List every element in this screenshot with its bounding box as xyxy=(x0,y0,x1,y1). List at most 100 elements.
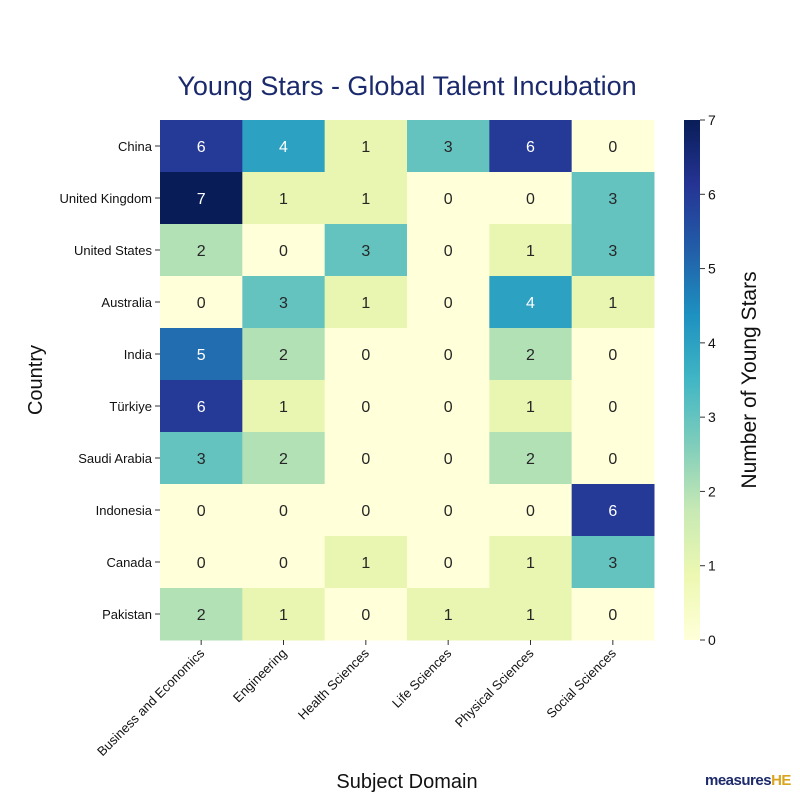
heatmap-cell xyxy=(489,484,573,537)
cell-value-label: 1 xyxy=(361,139,370,156)
heatmap-cell xyxy=(571,328,655,381)
heatmap-cell xyxy=(242,276,326,329)
cell-value-label: 1 xyxy=(526,555,535,572)
cell-value-label: 0 xyxy=(444,451,453,468)
cell-value-label: 5 xyxy=(197,347,206,364)
heatmap-cell xyxy=(489,120,573,173)
cell-value-label: 0 xyxy=(444,555,453,572)
colorbar xyxy=(684,120,700,640)
cell-value-label: 0 xyxy=(608,139,617,156)
colorbar-tick-label: 0 xyxy=(708,632,716,648)
x-tick-label: Health Sciences xyxy=(295,645,372,722)
cell-value-label: 0 xyxy=(444,503,453,520)
heatmap-cell xyxy=(571,432,655,485)
cell-value-label: 0 xyxy=(444,191,453,208)
cell-value-label: 3 xyxy=(608,555,617,572)
cell-value-label: 0 xyxy=(279,503,288,520)
heatmap-cell xyxy=(571,380,655,433)
y-tick-label: Pakistan xyxy=(102,607,152,622)
cell-value-label: 0 xyxy=(279,555,288,572)
heatmap-cell xyxy=(571,120,655,173)
cell-value-label: 3 xyxy=(279,295,288,312)
colorbar-tick-label: 3 xyxy=(708,409,716,425)
heatmap-cell xyxy=(489,432,573,485)
cell-value-label: 3 xyxy=(361,243,370,260)
y-tick-label: Indonesia xyxy=(96,503,153,518)
cell-value-label: 4 xyxy=(279,139,288,156)
x-tick-label: Business and Economics xyxy=(94,645,208,759)
cell-value-label: 0 xyxy=(361,503,370,520)
heatmap-cell xyxy=(324,224,408,277)
heatmap-cell xyxy=(571,536,655,589)
heatmap-cell xyxy=(489,536,573,589)
cell-value-label: 0 xyxy=(279,243,288,260)
colorbar-tick-label: 6 xyxy=(708,186,716,202)
heatmap-cell xyxy=(407,328,490,381)
cell-value-label: 2 xyxy=(526,451,535,468)
cell-value-label: 1 xyxy=(361,295,370,312)
cell-value-label: 0 xyxy=(526,503,535,520)
heatmap-cell xyxy=(407,380,490,433)
cell-value-label: 7 xyxy=(197,191,206,208)
heatmap-cell xyxy=(324,484,408,537)
cell-value-label: 0 xyxy=(608,399,617,416)
heatmap-cell xyxy=(571,172,655,225)
heatmap-cell xyxy=(324,536,408,589)
heatmap-cell xyxy=(571,224,655,277)
y-tick-label: Türkiye xyxy=(109,399,152,414)
x-axis-label: Subject Domain xyxy=(336,771,477,793)
cell-value-label: 0 xyxy=(197,555,206,572)
y-axis-label: Country xyxy=(25,345,47,415)
cell-value-label: 1 xyxy=(279,191,288,208)
cell-value-label: 4 xyxy=(526,295,535,312)
cell-value-label: 2 xyxy=(197,607,206,624)
cell-value-label: 2 xyxy=(279,451,288,468)
x-tick-label: Engineering xyxy=(230,646,290,706)
cell-value-label: 0 xyxy=(361,347,370,364)
heatmap-cell xyxy=(407,172,490,225)
cell-value-label: 6 xyxy=(526,139,535,156)
heatmap-cell xyxy=(489,588,573,641)
cell-value-label: 0 xyxy=(608,451,617,468)
cell-value-label: 6 xyxy=(608,503,617,520)
heatmap-cell xyxy=(242,432,326,485)
heatmap-cell xyxy=(324,172,408,225)
heatmap-cell xyxy=(160,224,243,277)
heatmap-cell xyxy=(242,120,326,173)
heatmap-cell xyxy=(324,276,408,329)
cell-value-label: 3 xyxy=(608,191,617,208)
heatmap-cell xyxy=(489,172,573,225)
cell-value-label: 0 xyxy=(444,347,453,364)
x-tick-label: Social Sciences xyxy=(543,645,619,721)
heatmap-cell xyxy=(324,120,408,173)
cell-value-label: 0 xyxy=(444,243,453,260)
cell-value-label: 1 xyxy=(361,555,370,572)
logo-accent-text: HE xyxy=(771,772,791,789)
heatmap-cell xyxy=(407,120,490,173)
colorbar-tick-label: 7 xyxy=(708,112,716,128)
heatmap-cell xyxy=(407,432,490,485)
heatmap-cell xyxy=(160,380,243,433)
cell-value-label: 0 xyxy=(197,295,206,312)
heatmap-cell xyxy=(160,432,243,485)
heatmap-cell xyxy=(489,380,573,433)
chart-title: Young Stars - Global Talent Incubation xyxy=(177,71,636,101)
cell-value-label: 1 xyxy=(526,399,535,416)
heatmap-cell xyxy=(160,120,243,173)
cell-value-label: 1 xyxy=(608,295,617,312)
y-tick-label: Saudi Arabia xyxy=(78,451,152,466)
colorbar-label: Number of Young Stars xyxy=(738,271,761,488)
heatmap-cell xyxy=(160,484,243,537)
colorbar-tick-label: 2 xyxy=(708,483,716,499)
cell-value-label: 0 xyxy=(444,295,453,312)
heatmap-cell xyxy=(407,588,490,641)
heatmap-cell xyxy=(242,588,326,641)
logo-main-text: measures xyxy=(705,772,772,789)
cell-value-label: 1 xyxy=(526,607,535,624)
cell-value-label: 1 xyxy=(279,607,288,624)
y-tick-label: India xyxy=(124,347,153,362)
cell-value-label: 0 xyxy=(526,191,535,208)
y-tick-label: Canada xyxy=(106,555,152,570)
cell-value-label: 3 xyxy=(444,139,453,156)
